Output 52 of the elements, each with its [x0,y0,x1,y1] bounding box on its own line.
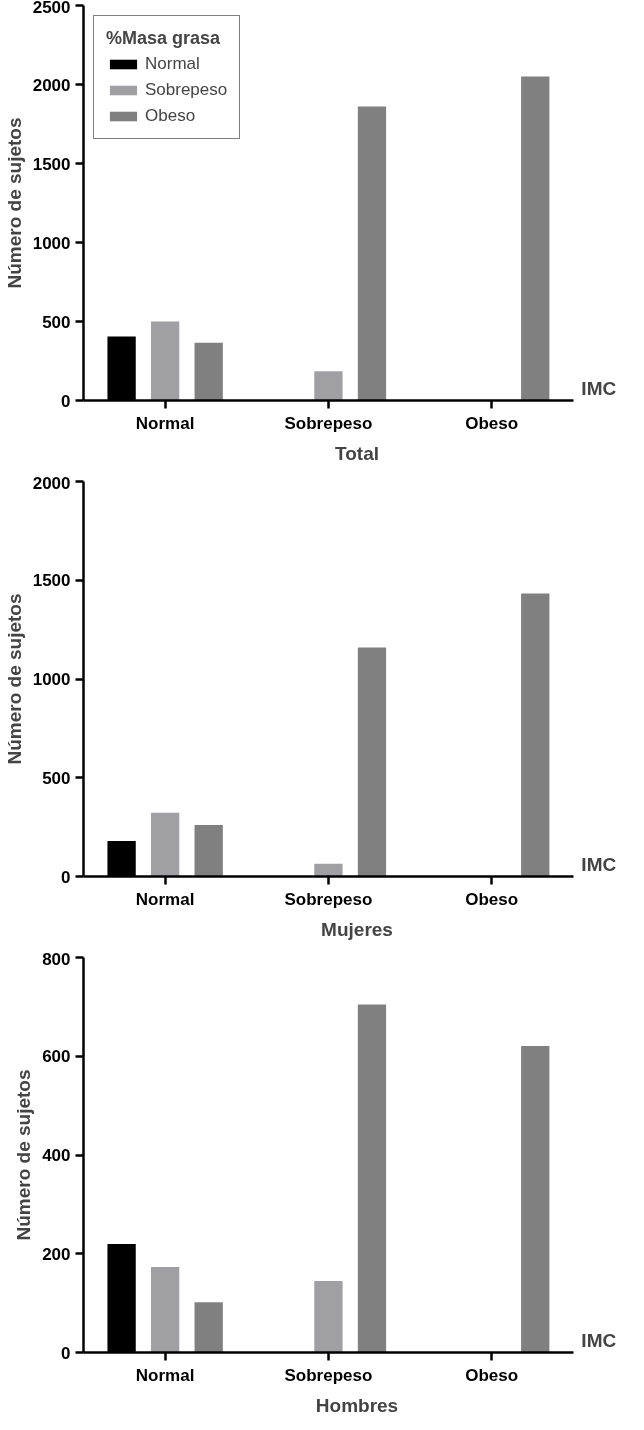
bar [521,593,550,877]
bar [194,342,223,401]
y-tick-label: 800 [42,949,71,969]
bar [521,76,550,401]
y-tick-label: 0 [61,391,71,411]
text: Hombres [315,1394,399,1416]
y-tick-label: 500 [42,312,71,332]
bar [150,321,180,401]
y-axis-title: Número de sujetos [3,117,25,289]
x-tick-label: Sobrepeso [284,413,373,433]
x-tick-label: Obeso [465,413,519,433]
bar [194,1302,223,1353]
y-tick-label: 1500 [32,571,71,591]
y-tick-label: 1000 [32,670,71,689]
y-tick-label: 0 [61,867,71,887]
x-tick-label: Sobrepeso [284,889,373,909]
y-tick-label: 1500 [32,154,71,174]
y-tick-label: 200 [42,1244,71,1264]
x-axis-title: IMC [581,1329,617,1351]
text: Mujeres [321,918,393,940]
text: Total [335,442,379,464]
y-axis-title: Número de sujetos [13,1069,35,1241]
y-tick-label: 2000 [32,473,71,493]
bar [314,371,343,401]
x-axis-title: IMC [581,377,617,399]
x-tick-label: Normal [135,1365,195,1385]
bar [314,1280,343,1353]
bar [194,824,223,877]
legend-label: Obeso [145,106,196,126]
y-tick-label: 2500 [32,0,71,17]
y-tick-label: 400 [42,1146,71,1165]
bar [521,1045,550,1353]
y-tick-label: 1000 [32,233,71,253]
bar [357,647,387,877]
legend-label: Sobrepeso [145,80,228,100]
bar [357,106,387,401]
y-tick-label: 0 [61,1343,71,1363]
x-tick-label: Obeso [465,1365,519,1385]
y-tick-label: 2000 [32,75,71,95]
legend-label: Normal [145,54,200,74]
legend-title: %Masa grasa [106,28,222,49]
x-tick-label: Obeso [465,889,519,909]
bar [150,812,180,877]
y-tick-label: 500 [42,768,71,788]
x-tick-label: Sobrepeso [284,1365,373,1385]
x-tick-label: Normal [135,889,195,909]
y-axis-title: Número de sujetos [3,593,25,765]
bar [357,1004,387,1353]
x-axis-title: IMC [581,853,617,875]
x-tick-label: Normal [135,413,195,433]
bar [150,1267,180,1353]
y-tick-label: 600 [42,1047,71,1067]
